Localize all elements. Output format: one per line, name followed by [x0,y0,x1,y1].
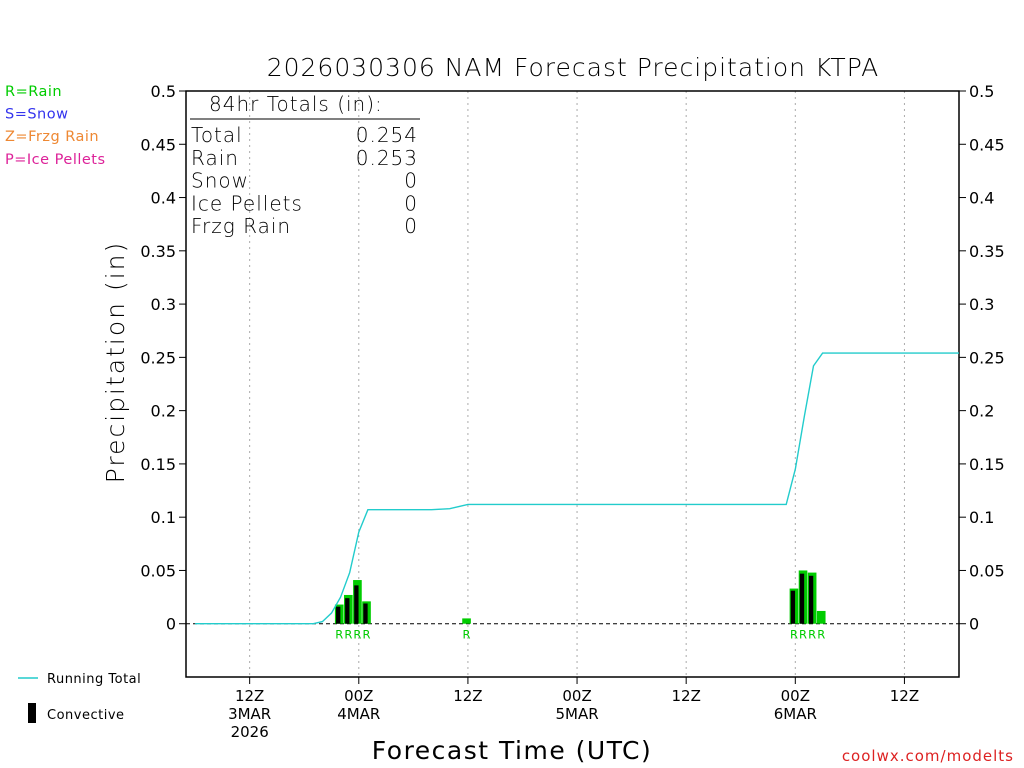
convective-bar [363,603,368,624]
precip-type-label: R [817,628,825,642]
convective-legend-swatch [28,703,36,723]
x-tick-label: 12Z [453,687,482,705]
precip-type-label: R [808,628,816,642]
y-tick-label-right: 0.35 [969,242,1005,261]
type-legend-item: S=Snow [5,107,68,123]
precip-bar [816,610,826,624]
convective-bar [799,573,805,624]
totals-row-label: Frzg Rain [191,214,291,238]
chart-title: 2026030306 NAM Forecast Precipitation KT… [267,53,880,82]
convective-bar [354,585,359,624]
y-tick-label-left: 0.15 [140,455,176,474]
x-tick-label: 3MAR [228,705,271,723]
x-tick-label: 6MAR [774,705,817,723]
plot-area [185,90,960,678]
precip-type-label: R [353,628,361,642]
running-total-legend-label: Running Total [47,672,141,687]
y-tick-label-left: 0.5 [151,82,176,101]
convective-legend-label: Convective [47,708,125,723]
x-tick-label: 4MAR [337,705,380,723]
totals-box: 84hr Totals (in): Total 0.254 Rain 0.253 Sno… [190,92,420,238]
precip-type-label: R [463,628,471,642]
y-tick-label-right: 0.4 [969,189,994,208]
y-tick-label-left: 0.3 [151,295,176,314]
plot-frame [185,90,960,678]
x-tick-label: 12Z [890,687,919,705]
y-tick-label-left: 0.45 [140,135,176,154]
x-tick-label: 00Z [781,687,810,705]
y-tick-label-right: 0.45 [969,135,1005,154]
credit-text: coolwx.com/modelts [842,747,1014,765]
precip-type-label: R [344,628,352,642]
precip-type-label: R [790,628,798,642]
totals-header: 84hr Totals (in): [209,92,383,116]
precip-bars [334,570,826,624]
totals-row-value: 0 [404,191,418,215]
precip-bar [462,618,471,624]
y-tick-label-right: 0.1 [969,508,994,527]
x-tick-label: 00Z [344,687,373,705]
x-tick-label: 12Z [671,687,700,705]
y-axis-label: Precipitation (in) [101,241,130,484]
x-tick-label: 2026 [231,723,269,741]
y-axis-right-ticks: 0.5 0.45 0.4 0.35 0.3 0.25 0.2 0.15 0.1 0.05 0 [959,82,1005,634]
type-legend-item: P=Ice Pellets [5,152,106,168]
y-tick-label-left: 0.4 [151,189,176,208]
y-tick-label-right: 0.3 [969,295,994,314]
y-tick-label-right: 0.15 [969,455,1005,474]
totals-row-value: 0 [404,214,418,238]
y-tick-label-left: 0 [166,615,176,634]
y-axis-left-ticks: 0.5 0.45 0.4 0.35 0.3 0.25 0.2 0.15 0.1 0.05 0 [140,82,186,634]
totals-row-label: Snow [191,169,249,193]
totals-row-label: Total [191,123,243,147]
y-tick-label-right: 0.2 [969,402,994,421]
series-legend: Running Total Convective [18,672,141,723]
x-axis-label: Forecast Time (UTC) [372,736,652,765]
precip-type-label: R [799,628,807,642]
y-tick-label-left: 0.05 [140,561,176,580]
totals-row-value: 0.254 [356,123,418,147]
x-tick-label: 00Z [562,687,591,705]
y-tick-label-right: 0.25 [969,348,1005,367]
precip-type-label: R [363,628,371,642]
precip-type-legend: R=Rain S=Snow Z=Frzg Rain P=Ice Pellets [5,84,106,168]
y-tick-label-right: 0 [969,615,979,634]
totals-row-value: 0 [404,169,418,193]
convective-bar [808,575,814,624]
precip-type-label: R [335,628,343,642]
y-tick-label-left: 0.1 [151,508,176,527]
y-tick-label-left: 0.2 [151,402,176,421]
y-tick-label-right: 0.05 [969,561,1005,580]
y-tick-label-left: 0.25 [140,348,176,367]
convective-bar [336,606,341,624]
grid-lines [249,91,905,677]
x-tick-label: 12Z [235,687,264,705]
x-tick-label: 5MAR [555,705,598,723]
type-legend-item: R=Rain [5,84,62,100]
y-tick-label-left: 0.35 [140,242,176,261]
totals-row-value: 0.253 [356,146,418,170]
type-legend-item: Z=Frzg Rain [5,129,99,145]
running-total-line [195,352,959,625]
convective-bar [345,598,350,624]
y-tick-label-right: 0.5 [969,82,994,101]
totals-row-label: Ice Pellets [191,191,303,215]
totals-row-label: Rain [191,146,239,170]
convective-bar [790,590,796,624]
